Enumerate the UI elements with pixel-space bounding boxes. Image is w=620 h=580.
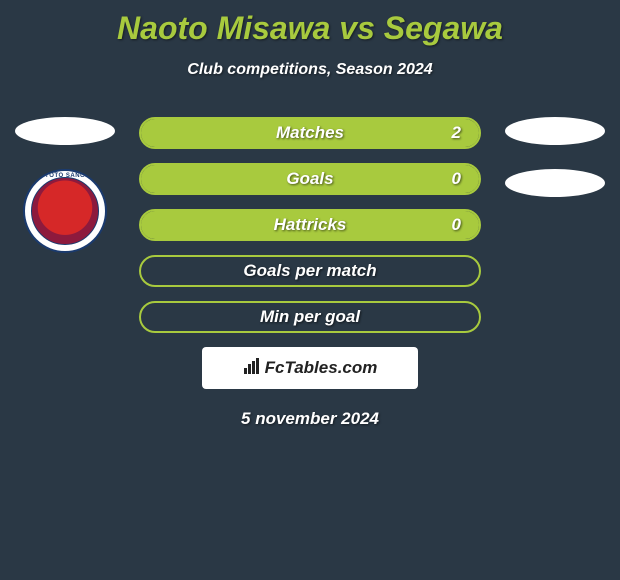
right-player-name-ellipse <box>505 117 605 145</box>
stat-label: Matches <box>141 119 479 147</box>
content-area: KYOTO SANGA Matches2Goals0Hattricks0Goal… <box>0 117 620 429</box>
stat-bar: Min per goal <box>139 301 481 333</box>
right-club-ellipse <box>505 169 605 197</box>
stat-bar: Hattricks0 <box>139 209 481 241</box>
stat-label: Hattricks <box>141 211 479 239</box>
watermark-label: FcTables.com <box>265 358 378 378</box>
stat-bar: Goals0 <box>139 163 481 195</box>
stats-container: Matches2Goals0Hattricks0Goals per matchM… <box>139 117 481 333</box>
stat-value: 0 <box>452 211 461 239</box>
stat-bar: Goals per match <box>139 255 481 287</box>
watermark-box: FcTables.com <box>202 347 418 389</box>
right-player-column <box>500 117 610 221</box>
stat-value: 0 <box>452 165 461 193</box>
date-text: 5 november 2024 <box>0 409 620 429</box>
stat-bar: Matches2 <box>139 117 481 149</box>
page-title: Naoto Misawa vs Segawa <box>0 0 620 47</box>
left-player-column: KYOTO SANGA <box>10 117 120 253</box>
page-subtitle: Club competitions, Season 2024 <box>0 61 620 79</box>
stat-label: Goals per match <box>141 257 479 285</box>
left-player-name-ellipse <box>15 117 115 145</box>
stat-label: Goals <box>141 165 479 193</box>
left-club-badge: KYOTO SANGA <box>23 169 107 253</box>
bars-icon <box>243 358 263 379</box>
club-badge-inner <box>31 177 99 245</box>
stat-label: Min per goal <box>141 303 479 331</box>
stat-value: 2 <box>452 119 461 147</box>
watermark-text: FcTables.com <box>243 358 378 379</box>
